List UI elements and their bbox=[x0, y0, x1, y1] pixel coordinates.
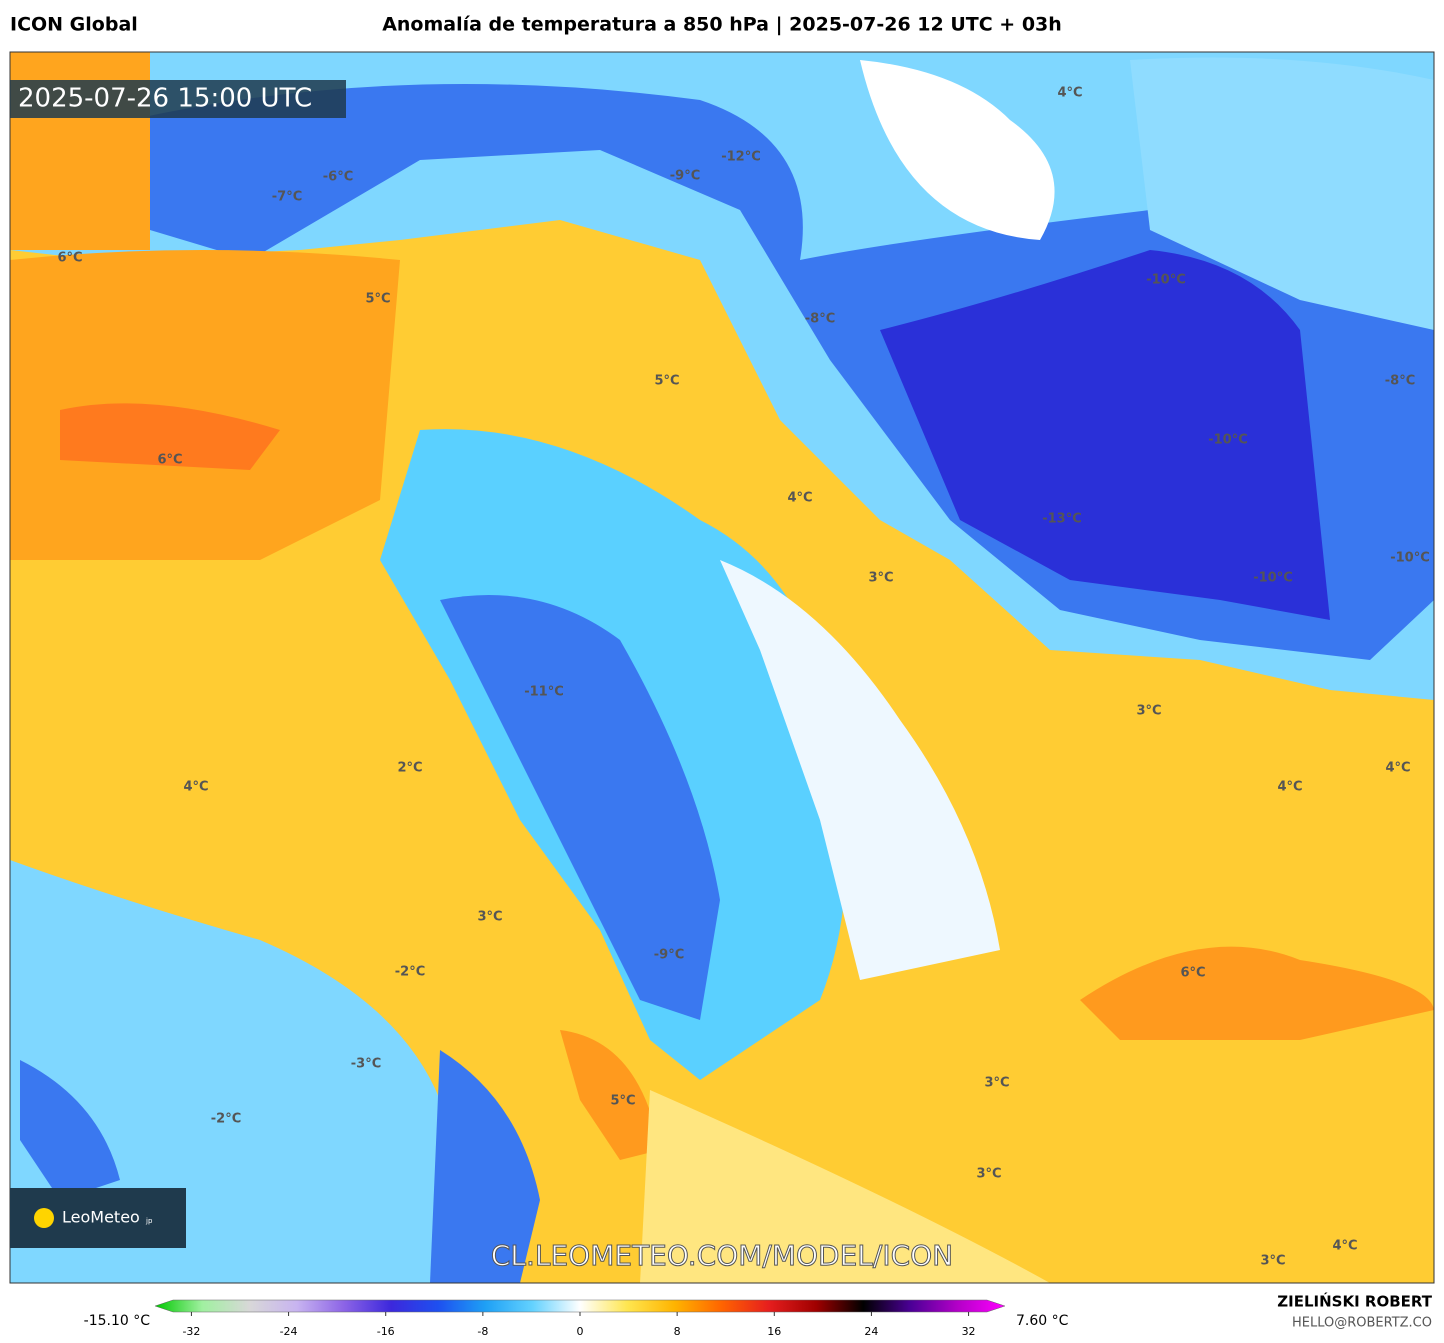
map-label: -3°C bbox=[351, 1057, 381, 1072]
map-label: 6°C bbox=[157, 453, 182, 468]
logo-suffix: jp bbox=[145, 1217, 153, 1225]
map-label: -8°C bbox=[805, 312, 835, 327]
colorbar-tick-label: -24 bbox=[280, 1325, 298, 1338]
logo-text: LeoMeteo bbox=[62, 1208, 140, 1227]
colorbar-tick-label: -8 bbox=[477, 1325, 488, 1338]
colorbar-tick-label: 0 bbox=[577, 1325, 584, 1338]
colorbar: -32 -24 -16 -8 0 8 16 24 32 bbox=[154, 1299, 1006, 1338]
map-label: -10°C bbox=[1390, 551, 1430, 566]
logo-sun bbox=[34, 1208, 54, 1228]
email: HELLO@ROBERTZ.CO bbox=[1292, 1316, 1432, 1331]
map-label: 3°C bbox=[1136, 704, 1161, 719]
map-label: -12°C bbox=[721, 150, 761, 165]
map-label: -10°C bbox=[1146, 273, 1186, 288]
map-label: 6°C bbox=[1180, 966, 1205, 981]
model-name: ICON Global bbox=[10, 14, 138, 36]
timestamp-box bbox=[10, 80, 346, 118]
map bbox=[10, 52, 1434, 1283]
map-labels: 4°C -12°C -9°C -6°C -7°C 6°C 5°C -10°C -8°C 5°C -8… bbox=[57, 86, 1429, 1269]
colorbar-tick-label: 8 bbox=[674, 1325, 681, 1338]
colorbar-tick-label: -32 bbox=[182, 1325, 200, 1338]
map-label: 4°C bbox=[1385, 761, 1410, 776]
map-label: -13°C bbox=[1042, 512, 1082, 527]
colorbar-bar bbox=[154, 1299, 1006, 1313]
map-label: -8°C bbox=[1385, 374, 1415, 389]
map-frame bbox=[9, 51, 1435, 1284]
map-label: -6°C bbox=[323, 170, 353, 185]
colorbar-tick-label: 16 bbox=[767, 1325, 781, 1338]
map-label: 5°C bbox=[654, 374, 679, 389]
author: ZIELIŃSKI ROBERT bbox=[1277, 1292, 1432, 1311]
map-label: -9°C bbox=[670, 169, 700, 184]
map-title: Anomalía de temperatura a 850 hPa | 2025… bbox=[382, 14, 1062, 36]
map-label: -7°C bbox=[272, 190, 302, 205]
map-label: 4°C bbox=[1057, 86, 1082, 101]
colorbar-tick-label: 24 bbox=[864, 1325, 878, 1338]
map-label: 6°C bbox=[57, 251, 82, 266]
map-label: -10°C bbox=[1253, 571, 1293, 586]
map-label: 3°C bbox=[477, 910, 502, 925]
colorbar-min: -15.10 °C bbox=[84, 1313, 151, 1329]
map-label: 3°C bbox=[976, 1167, 1001, 1182]
map-label: 4°C bbox=[1277, 780, 1302, 795]
map-label: -2°C bbox=[395, 965, 425, 980]
colorbar-tick-label: -16 bbox=[377, 1325, 395, 1338]
map-label: 4°C bbox=[1332, 1239, 1357, 1254]
timestamp: 2025-07-26 15:00 UTC bbox=[18, 84, 312, 114]
map-label: 2°C bbox=[397, 761, 422, 776]
map-label: 3°C bbox=[1260, 1254, 1285, 1269]
map-label: 5°C bbox=[365, 292, 390, 307]
map-label: 3°C bbox=[984, 1076, 1009, 1091]
map-label: -2°C bbox=[211, 1112, 241, 1127]
map-label: 3°C bbox=[868, 571, 893, 586]
colorbar-tick-label: 32 bbox=[962, 1325, 976, 1338]
map-label: -11°C bbox=[524, 685, 564, 700]
map-label: 4°C bbox=[787, 491, 812, 506]
map-label: -10°C bbox=[1208, 433, 1248, 448]
map-label: -9°C bbox=[654, 948, 684, 963]
colorbar-max: 7.60 °C bbox=[1016, 1313, 1069, 1329]
map-label: 5°C bbox=[610, 1094, 635, 1109]
watermark: CL.LEOMETEO.COM/MODEL/ICON bbox=[491, 1239, 953, 1272]
map-label: 4°C bbox=[183, 780, 208, 795]
